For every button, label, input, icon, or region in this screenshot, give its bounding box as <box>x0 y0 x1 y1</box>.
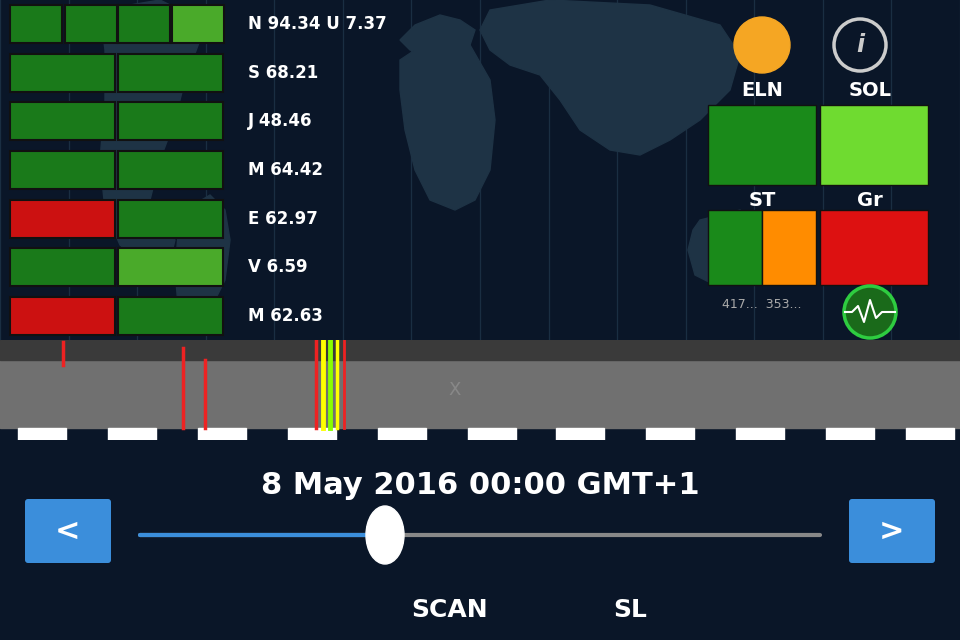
Bar <box>172 5 224 44</box>
Bar <box>10 151 115 189</box>
Bar <box>0 360 960 428</box>
FancyBboxPatch shape <box>849 499 935 563</box>
Bar <box>10 248 115 286</box>
Ellipse shape <box>366 506 404 564</box>
Bar <box>118 248 223 286</box>
Polygon shape <box>175 195 230 320</box>
Text: i: i <box>856 33 864 57</box>
Bar <box>762 210 816 285</box>
Bar <box>288 428 336 440</box>
Text: ELN: ELN <box>741 81 783 99</box>
Polygon shape <box>688 210 760 285</box>
Text: E 62.97: E 62.97 <box>248 209 318 228</box>
Bar <box>65 5 117 44</box>
Bar <box>10 297 115 335</box>
Text: J 48.46: J 48.46 <box>248 113 313 131</box>
Bar <box>708 210 762 285</box>
Bar <box>10 54 115 92</box>
Text: 8 May 2016 00:00 GMT+1: 8 May 2016 00:00 GMT+1 <box>261 470 699 499</box>
Bar <box>118 200 223 237</box>
Text: ST: ST <box>748 191 776 209</box>
Text: SOL: SOL <box>849 81 892 99</box>
Text: M 64.42: M 64.42 <box>248 161 323 179</box>
Bar <box>118 54 223 92</box>
Bar <box>118 102 223 140</box>
Text: <: < <box>56 516 81 545</box>
Text: M 62.63: M 62.63 <box>248 307 323 324</box>
Bar <box>10 5 62 44</box>
Text: >: > <box>879 516 904 545</box>
Bar <box>820 210 928 285</box>
Text: 417...  353...: 417... 353... <box>722 298 802 312</box>
Text: N 94.34 U 7.37: N 94.34 U 7.37 <box>248 15 387 33</box>
Bar <box>906 428 954 440</box>
Circle shape <box>844 286 896 338</box>
Bar <box>378 428 426 440</box>
Text: SL: SL <box>613 598 647 622</box>
Bar <box>118 151 223 189</box>
Bar <box>10 200 115 237</box>
Polygon shape <box>400 15 475 55</box>
Circle shape <box>734 17 790 73</box>
Bar <box>556 428 604 440</box>
Bar <box>736 428 784 440</box>
Polygon shape <box>400 40 495 210</box>
Bar <box>468 428 516 440</box>
Bar <box>118 5 170 44</box>
Bar <box>820 105 928 185</box>
Bar <box>0 340 960 360</box>
Bar <box>646 428 694 440</box>
Text: V 6.59: V 6.59 <box>248 258 307 276</box>
Polygon shape <box>100 0 200 265</box>
Text: Gr: Gr <box>857 191 883 209</box>
Bar <box>708 105 816 185</box>
Bar <box>108 428 156 440</box>
Bar <box>118 297 223 335</box>
Polygon shape <box>480 0 740 155</box>
Bar <box>10 102 115 140</box>
Bar <box>826 428 874 440</box>
Text: X: X <box>449 381 461 399</box>
FancyBboxPatch shape <box>25 499 111 563</box>
Bar <box>18 428 66 440</box>
Text: SCAN: SCAN <box>412 598 489 622</box>
Bar <box>198 428 246 440</box>
Text: S 68.21: S 68.21 <box>248 64 319 82</box>
